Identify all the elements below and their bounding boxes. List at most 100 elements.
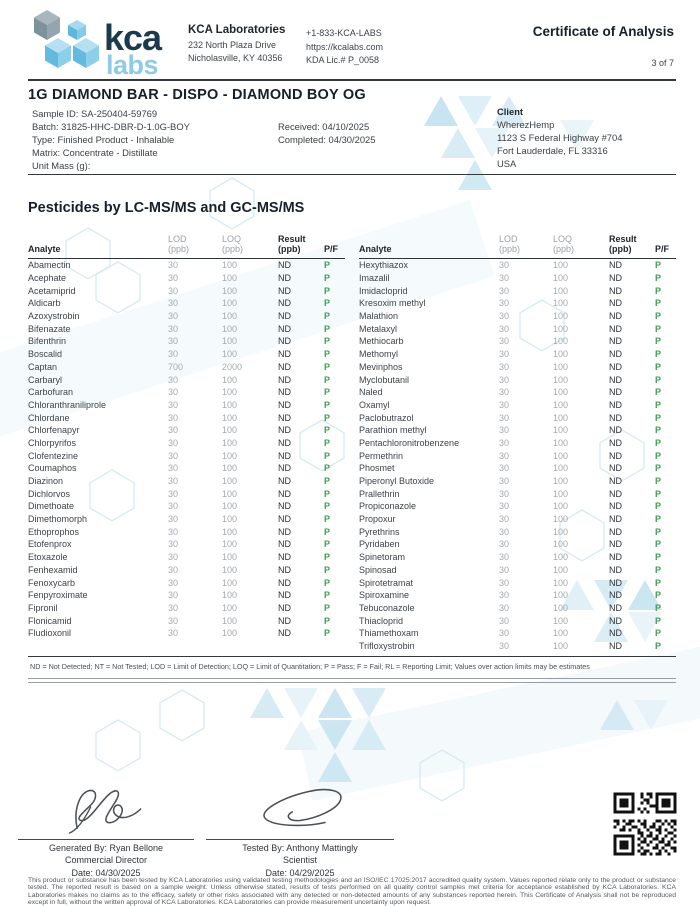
- analyte-name: Chloranthraniliprole: [28, 399, 107, 410]
- col-analyte: Analyte: [359, 244, 392, 254]
- analyte-name: Chlorfenapyr: [28, 425, 80, 436]
- analyte-name: Dimethoate: [28, 501, 75, 512]
- table-row: Aldicarb 30 100 ND P: [28, 297, 345, 310]
- table-row: Chloranthraniliprole 30 100 ND P: [28, 399, 345, 412]
- analyte-passfail: P: [655, 450, 662, 461]
- analyte-passfail: P: [655, 311, 662, 322]
- analyte-name: Fludioxonil: [28, 628, 72, 639]
- analyte-result: ND: [278, 602, 291, 613]
- analyte-result: ND: [609, 539, 622, 550]
- analyte-result: ND: [609, 349, 622, 360]
- analyte-loq: 100: [553, 476, 569, 487]
- analyte-name: Fenpyroximate: [28, 590, 88, 601]
- analyte-passfail: P: [655, 399, 662, 410]
- table-row: Clofentezine 30 100 ND P: [28, 449, 345, 462]
- analyte-loq: 100: [553, 349, 569, 360]
- table-row: Spirotetramat 30 100 ND P: [359, 576, 676, 589]
- analyte-passfail: P: [324, 285, 331, 296]
- analyte-passfail: P: [324, 311, 331, 322]
- analyte-name: Abamectin: [28, 260, 71, 271]
- analyte-passfail: P: [324, 450, 331, 461]
- analyte-lod: 30: [499, 615, 510, 626]
- analyte-name: Paclobutrazol: [359, 412, 414, 423]
- tested-date: Date: 04/29/2025: [265, 867, 335, 878]
- analyte-passfail: P: [655, 476, 662, 487]
- analyte-loq: 100: [553, 412, 569, 423]
- analyte-result: ND: [609, 564, 622, 575]
- analyte-result: ND: [609, 514, 622, 525]
- analyte-lod: 30: [168, 374, 179, 385]
- analyte-passfail: P: [324, 501, 331, 512]
- table-row: Etofenprox 30 100 ND P: [28, 538, 345, 551]
- table-row: Propoxur 30 100 ND P: [359, 513, 676, 526]
- analyte-loq: 100: [222, 615, 238, 626]
- analyte-name: Acephate: [28, 273, 67, 284]
- table-row: Paclobutrazol 30 100 ND P: [359, 411, 676, 424]
- table-row: Spinosad 30 100 ND P: [359, 564, 676, 577]
- analyte-name: Spiroxamine: [359, 590, 410, 601]
- analyte-loq: 100: [222, 501, 238, 512]
- disclaimer-text: This product or substance has been teste…: [28, 877, 676, 906]
- analyte-result: ND: [278, 311, 291, 322]
- analyte-passfail: P: [655, 526, 662, 537]
- analyte-result: ND: [609, 336, 622, 347]
- analyte-passfail: P: [324, 602, 331, 613]
- analyte-passfail: P: [324, 476, 331, 487]
- table-row: Tebuconazole 30 100 ND P: [359, 602, 676, 615]
- analyte-loq: 100: [222, 514, 238, 525]
- sample-divider: [28, 174, 676, 175]
- table-row: Flonicamid 30 100 ND P: [28, 614, 345, 627]
- table-row: Dimethomorph 30 100 ND P: [28, 513, 345, 526]
- sample-info-block: Sample ID: SA-250404-59769 Batch: 31825-…: [32, 107, 190, 172]
- analyte-name: Tebuconazole: [359, 602, 415, 613]
- analyte-loq: 100: [553, 361, 569, 372]
- col-lod: LOD (ppb): [499, 234, 521, 254]
- col-result: Result (ppb): [609, 234, 637, 254]
- analyte-lod: 700: [168, 361, 184, 372]
- analyte-lod: 30: [499, 450, 510, 461]
- logo-cube-blue-left: [45, 38, 71, 68]
- table-row: Acetamiprid 30 100 ND P: [28, 284, 345, 297]
- analyte-name: Spinosad: [359, 564, 397, 575]
- tested-by: Tested By: Anthony Mattingly: [242, 842, 358, 853]
- analyte-loq: 100: [222, 488, 238, 499]
- analyte-loq: 100: [553, 501, 569, 512]
- analyte-loq: 100: [222, 349, 238, 360]
- analyte-lod: 30: [168, 476, 179, 487]
- lab-website: https://kcalabs.com: [306, 41, 384, 52]
- table-row: Thiamethoxam 30 100 ND P: [359, 627, 676, 640]
- analyte-lod: 30: [499, 311, 510, 322]
- tested-title: Scientist: [282, 855, 317, 865]
- analyte-name: Thiamethoxam: [359, 628, 419, 639]
- analyte-loq: 100: [553, 387, 569, 398]
- analyte-passfail: P: [324, 323, 331, 334]
- table-row: Spiroxamine 30 100 ND P: [359, 589, 676, 602]
- analyte-result: ND: [609, 526, 622, 537]
- analyte-lod: 30: [499, 552, 510, 563]
- table-row: Fludioxonil 30 100 ND P: [28, 627, 345, 640]
- analyte-passfail: P: [324, 336, 331, 347]
- analyte-passfail: P: [324, 539, 331, 550]
- analyte-result: ND: [609, 501, 622, 512]
- analyte-name: Naled: [359, 387, 383, 398]
- analyte-passfail: P: [324, 425, 331, 436]
- analyte-passfail: P: [655, 501, 662, 512]
- analyte-result: ND: [609, 311, 622, 322]
- analyte-passfail: P: [324, 399, 331, 410]
- analyte-name: Pentachloronitrobenzene: [359, 437, 460, 448]
- generated-by-signature-block: Generated By: Ryan Bellone Commercial Di…: [18, 784, 194, 879]
- analyte-loq: 100: [553, 640, 569, 651]
- lab-address-block: KCA Laboratories 232 North Plaza Drive N…: [188, 24, 285, 65]
- analyte-result: ND: [609, 476, 622, 487]
- table-row: Oxamyl 30 100 ND P: [359, 399, 676, 412]
- analyte-result: ND: [278, 463, 291, 474]
- table-row: Fenoxycarb 30 100 ND P: [28, 576, 345, 589]
- table-row: Fenpyroximate 30 100 ND P: [28, 589, 345, 602]
- analyte-lod: 30: [168, 552, 179, 563]
- analyte-result: ND: [609, 450, 622, 461]
- analyte-lod: 30: [168, 501, 179, 512]
- analyte-result: ND: [609, 387, 622, 398]
- analyte-result: ND: [609, 615, 622, 626]
- analyte-loq: 100: [222, 323, 238, 334]
- table-row: Carbaryl 30 100 ND P: [28, 373, 345, 386]
